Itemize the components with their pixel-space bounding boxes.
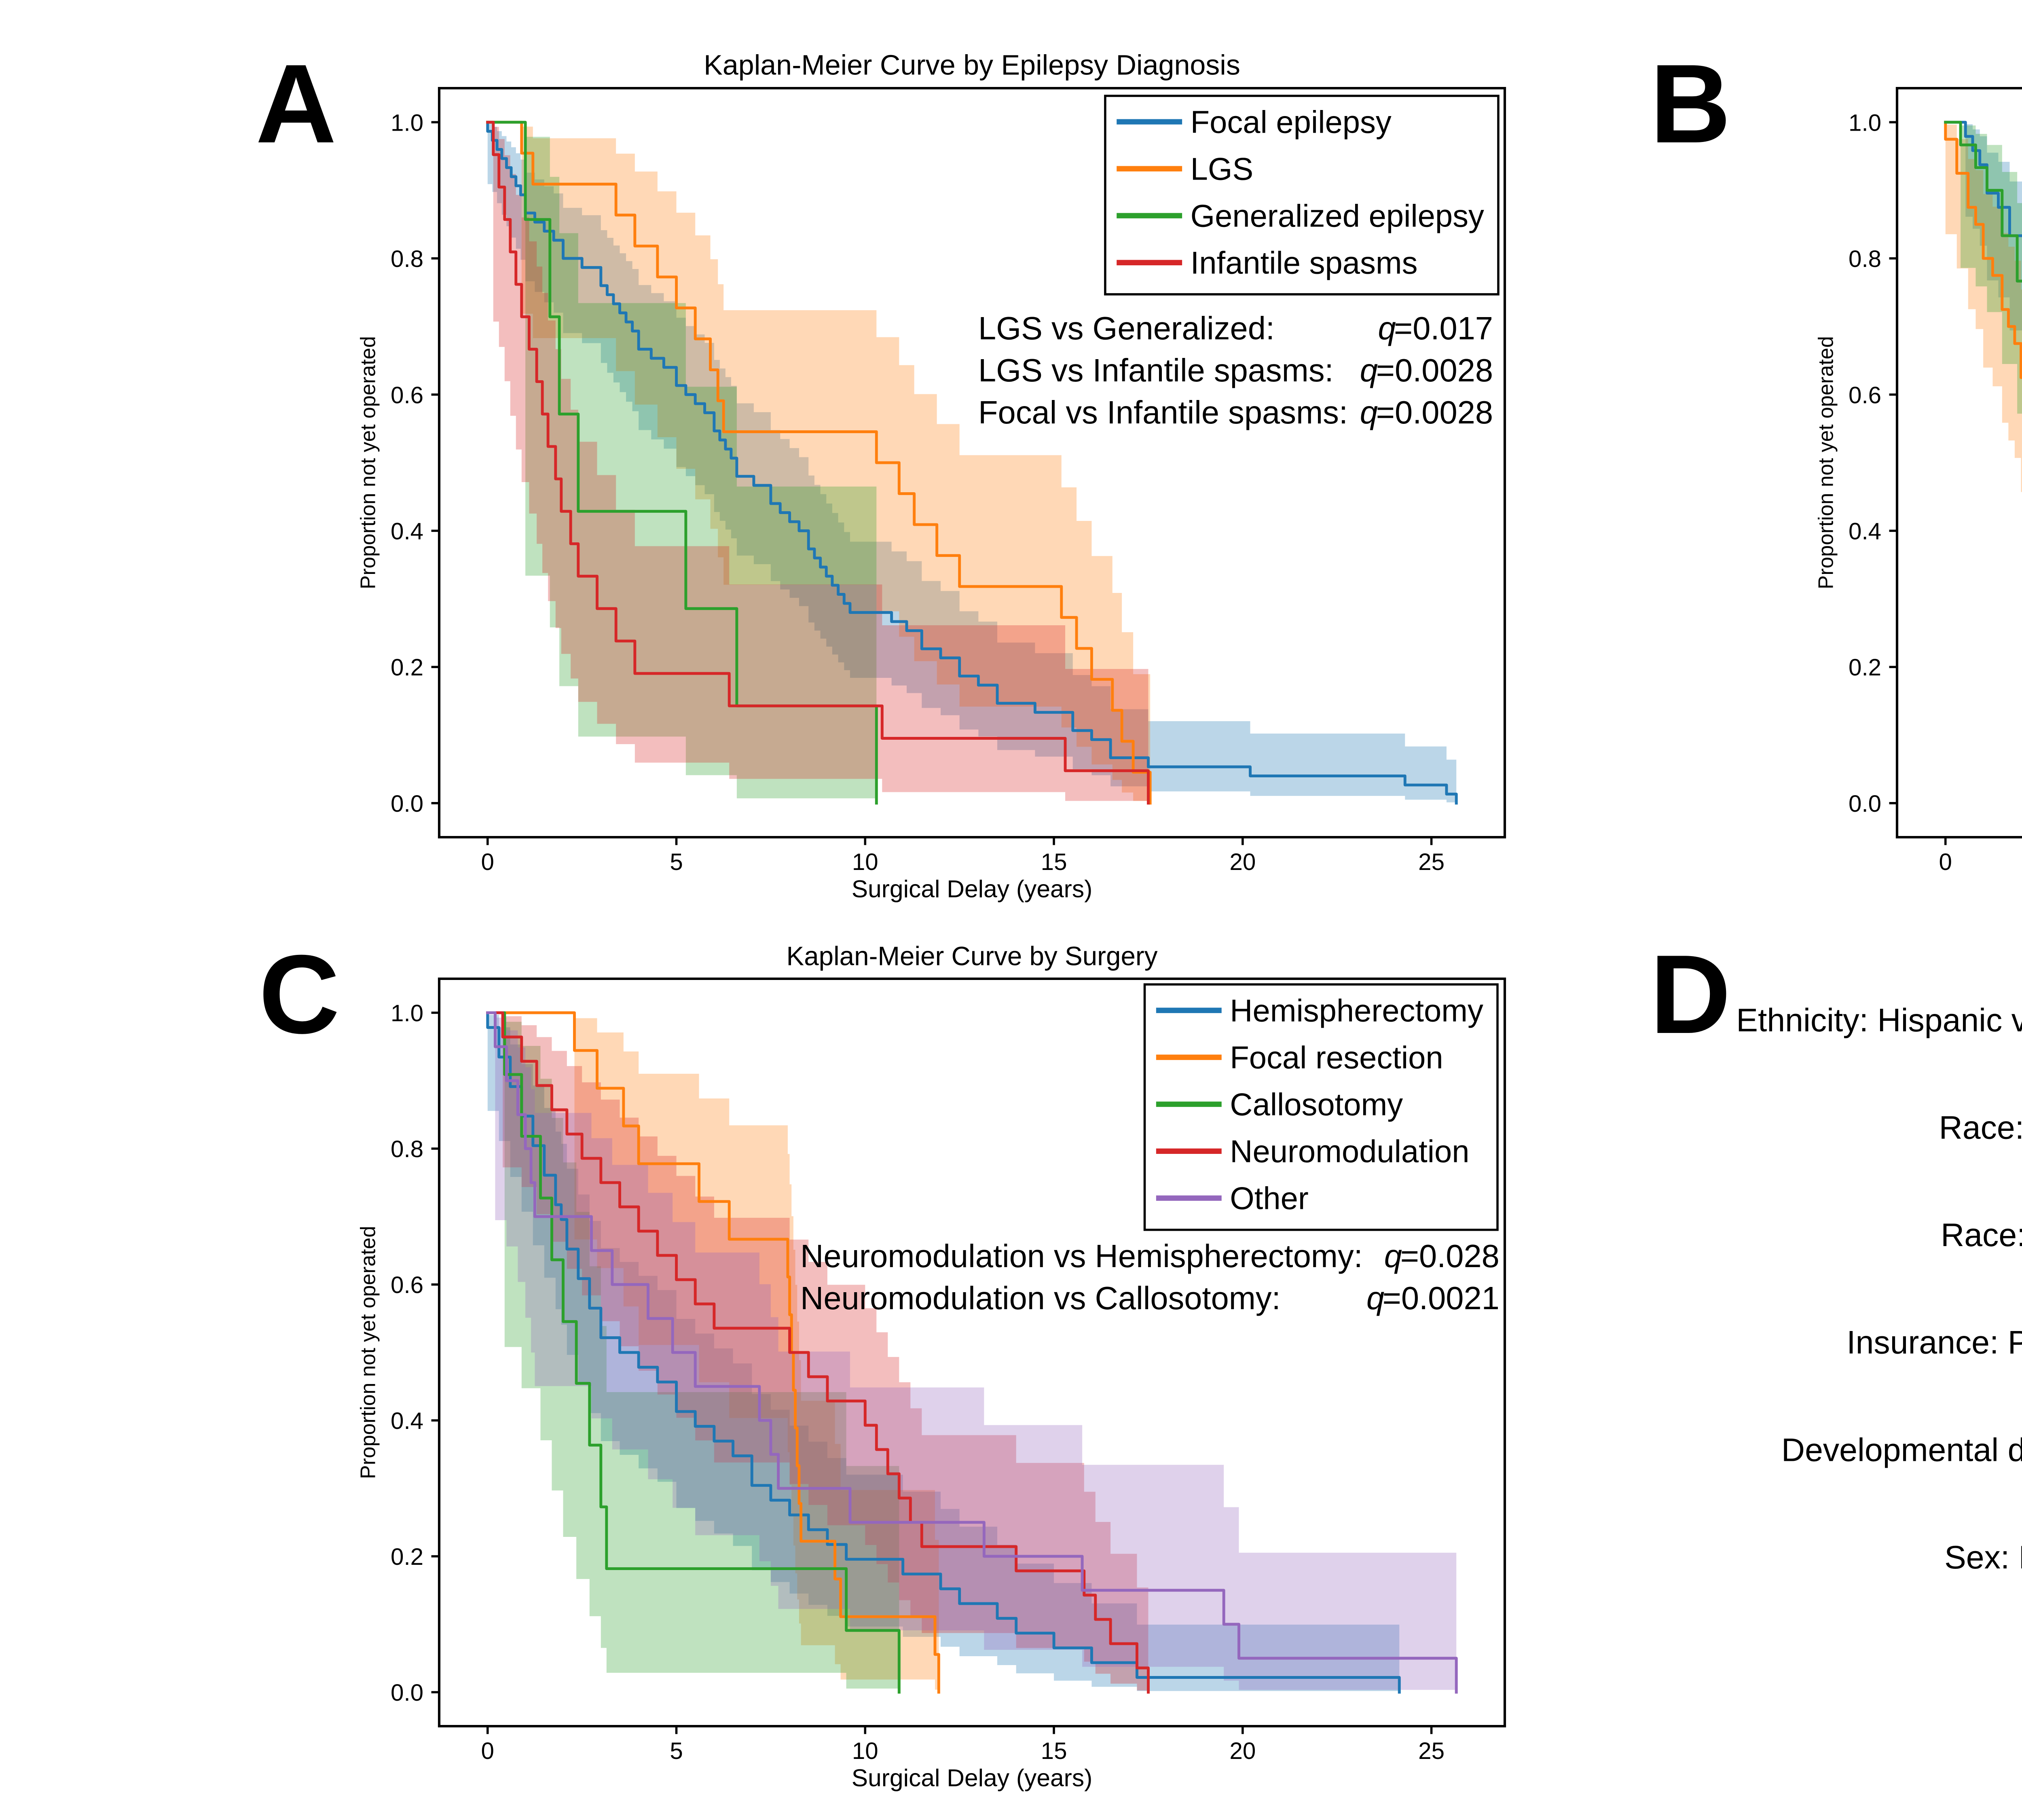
svg-text:0.6: 0.6 (391, 382, 423, 408)
svg-text:25: 25 (1418, 1738, 1445, 1764)
svg-text:0.8: 0.8 (391, 1136, 423, 1162)
svg-text:Race: White vs Asian: Race: White vs Asian (1941, 1217, 2022, 1253)
svg-text:=0.0028: =0.0028 (1376, 394, 1493, 430)
svg-text:20: 20 (1229, 1738, 1256, 1764)
svg-text:0.0: 0.0 (1849, 791, 1881, 817)
svg-text:Insurance: Private vs Public: Insurance: Private vs Public (1846, 1325, 2022, 1361)
svg-text:Other: Other (1230, 1181, 1309, 1216)
svg-text:5: 5 (670, 849, 683, 875)
svg-text:q: q (1384, 1238, 1402, 1274)
svg-text:Proportion not yet operated: Proportion not yet operated (1814, 336, 1838, 589)
svg-text:0.0: 0.0 (391, 1680, 423, 1706)
svg-text:15: 15 (1041, 1738, 1067, 1764)
svg-text:LGS vs Infantile spasms:: LGS vs Infantile spasms: (978, 352, 1334, 388)
svg-text:10: 10 (852, 1738, 878, 1764)
svg-text:0: 0 (481, 849, 494, 875)
svg-text:25: 25 (1418, 849, 1445, 875)
svg-text:0.4: 0.4 (391, 1408, 423, 1434)
svg-text:Developmental delay: No vs Yes: Developmental delay: No vs Yes (1781, 1432, 2022, 1468)
svg-text:0.8: 0.8 (1849, 246, 1881, 272)
svg-text:Surgical Delay (years): Surgical Delay (years) (852, 875, 1093, 902)
svg-text:C: C (259, 931, 340, 1057)
svg-text:Neuromodulation vs Callosotomy: Neuromodulation vs Callosotomy: (800, 1280, 1281, 1316)
svg-text:Generalized epilepsy: Generalized epilepsy (1191, 199, 1484, 233)
svg-text:Neuromodulation: Neuromodulation (1230, 1134, 1469, 1169)
svg-text:LGS vs Generalized:: LGS vs Generalized: (978, 310, 1275, 346)
svg-text:0.8: 0.8 (391, 246, 423, 272)
svg-text:Hemispherectomy: Hemispherectomy (1230, 993, 1483, 1028)
svg-text:=0.0021: =0.0021 (1382, 1280, 1499, 1316)
svg-text:0.0: 0.0 (391, 791, 423, 817)
svg-text:B: B (1650, 41, 1731, 166)
svg-text:Proportion not yet operated: Proportion not yet operated (356, 1226, 380, 1479)
svg-text:0.4: 0.4 (391, 518, 423, 545)
svg-text:=0.0028: =0.0028 (1376, 352, 1493, 388)
svg-text:Focal epilepsy: Focal epilepsy (1191, 105, 1392, 140)
svg-text:1.0: 1.0 (1849, 110, 1881, 136)
svg-text:q: q (1378, 310, 1396, 346)
svg-text:0.6: 0.6 (391, 1272, 423, 1298)
svg-text:Infantile spasms: Infantile spasms (1191, 246, 1418, 281)
svg-text:Proportion not yet operated: Proportion not yet operated (356, 336, 380, 589)
svg-text:=0.028: =0.028 (1400, 1238, 1500, 1274)
svg-text:Ethnicity: Hispanic vs Non-His: Ethnicity: Hispanic vs Non-Hispanic (1736, 1002, 2022, 1039)
svg-text:10: 10 (852, 849, 878, 875)
svg-text:0.4: 0.4 (1849, 518, 1881, 545)
svg-text:q: q (1360, 352, 1378, 388)
svg-text:Focal vs Infantile spasms:: Focal vs Infantile spasms: (978, 394, 1348, 430)
svg-text:15: 15 (1041, 849, 1067, 875)
svg-text:Focal resection: Focal resection (1230, 1040, 1443, 1075)
svg-text:Kaplan-Meier Curve by Surgery: Kaplan-Meier Curve by Surgery (786, 942, 1157, 971)
svg-text:0: 0 (481, 1738, 494, 1764)
svg-text:0.2: 0.2 (1849, 654, 1881, 681)
svg-text:0.2: 0.2 (391, 654, 423, 681)
svg-text:0.6: 0.6 (1849, 382, 1881, 408)
svg-text:Neuromodulation vs Hemispherec: Neuromodulation vs Hemispherectomy: (800, 1238, 1363, 1274)
svg-text:LGS: LGS (1191, 152, 1254, 186)
svg-text:1.0: 1.0 (391, 1000, 423, 1026)
svg-text:=0.017: =0.017 (1394, 310, 1493, 346)
svg-text:Callosotomy: Callosotomy (1230, 1087, 1403, 1122)
svg-text:A: A (256, 41, 336, 166)
svg-text:Race: White vs Other: Race: White vs Other (1939, 1109, 2022, 1146)
svg-text:5: 5 (670, 1738, 683, 1764)
svg-text:20: 20 (1229, 849, 1256, 875)
svg-text:0: 0 (1939, 849, 1952, 875)
svg-text:q: q (1360, 394, 1378, 430)
svg-text:q: q (1366, 1280, 1384, 1316)
svg-text:D: D (1650, 931, 1731, 1057)
svg-text:Kaplan-Meier Curve by Epilepsy: Kaplan-Meier Curve by Epilepsy Diagnosis (704, 49, 1240, 81)
svg-text:1.0: 1.0 (391, 110, 423, 136)
svg-text:Surgical Delay (years): Surgical Delay (years) (852, 1764, 1093, 1791)
svg-text:0.2: 0.2 (391, 1544, 423, 1570)
svg-text:Sex: Male vs Female: Sex: Male vs Female (1944, 1539, 2022, 1576)
